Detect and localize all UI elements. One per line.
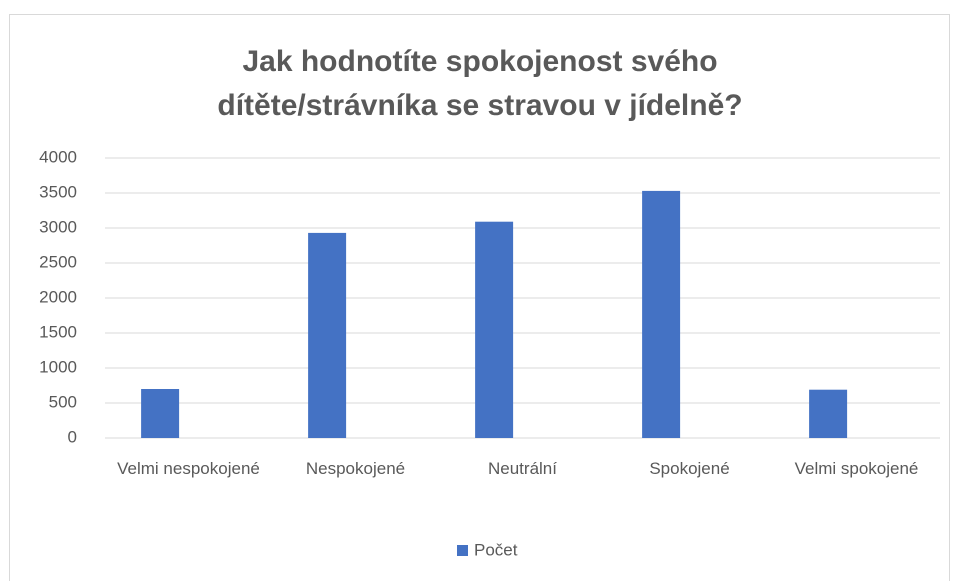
y-tick-label: 3500: [39, 182, 77, 201]
legend-label: Počet: [474, 540, 518, 559]
bar: [642, 190, 681, 438]
y-tick-label: 1500: [39, 322, 77, 341]
y-tick-label: 0: [68, 427, 77, 446]
y-tick-label: 500: [49, 392, 77, 411]
x-tick-label: Neutrální: [488, 459, 557, 478]
bar: [809, 389, 848, 438]
y-tick-label: 1000: [39, 357, 77, 376]
bar: [141, 389, 180, 438]
bar: [475, 221, 514, 438]
y-tick-label: 2500: [39, 252, 77, 271]
x-tick-label: Spokojené: [649, 459, 730, 478]
x-tick-label: Velmi spokojené: [794, 459, 919, 478]
chart-title: Jak hodnotíte spokojenost svého dítěte/s…: [217, 45, 743, 122]
y-tick-label: 2000: [39, 287, 77, 306]
legend-swatch: [457, 545, 468, 556]
y-tick-label: 3000: [39, 217, 77, 236]
x-tick-label: Nespokojené: [305, 459, 406, 478]
x-tick-label: Velmi nespokojené: [117, 459, 260, 478]
chart-border: [9, 14, 950, 581]
y-tick-label: 4000: [39, 147, 77, 166]
bar: [308, 232, 347, 438]
